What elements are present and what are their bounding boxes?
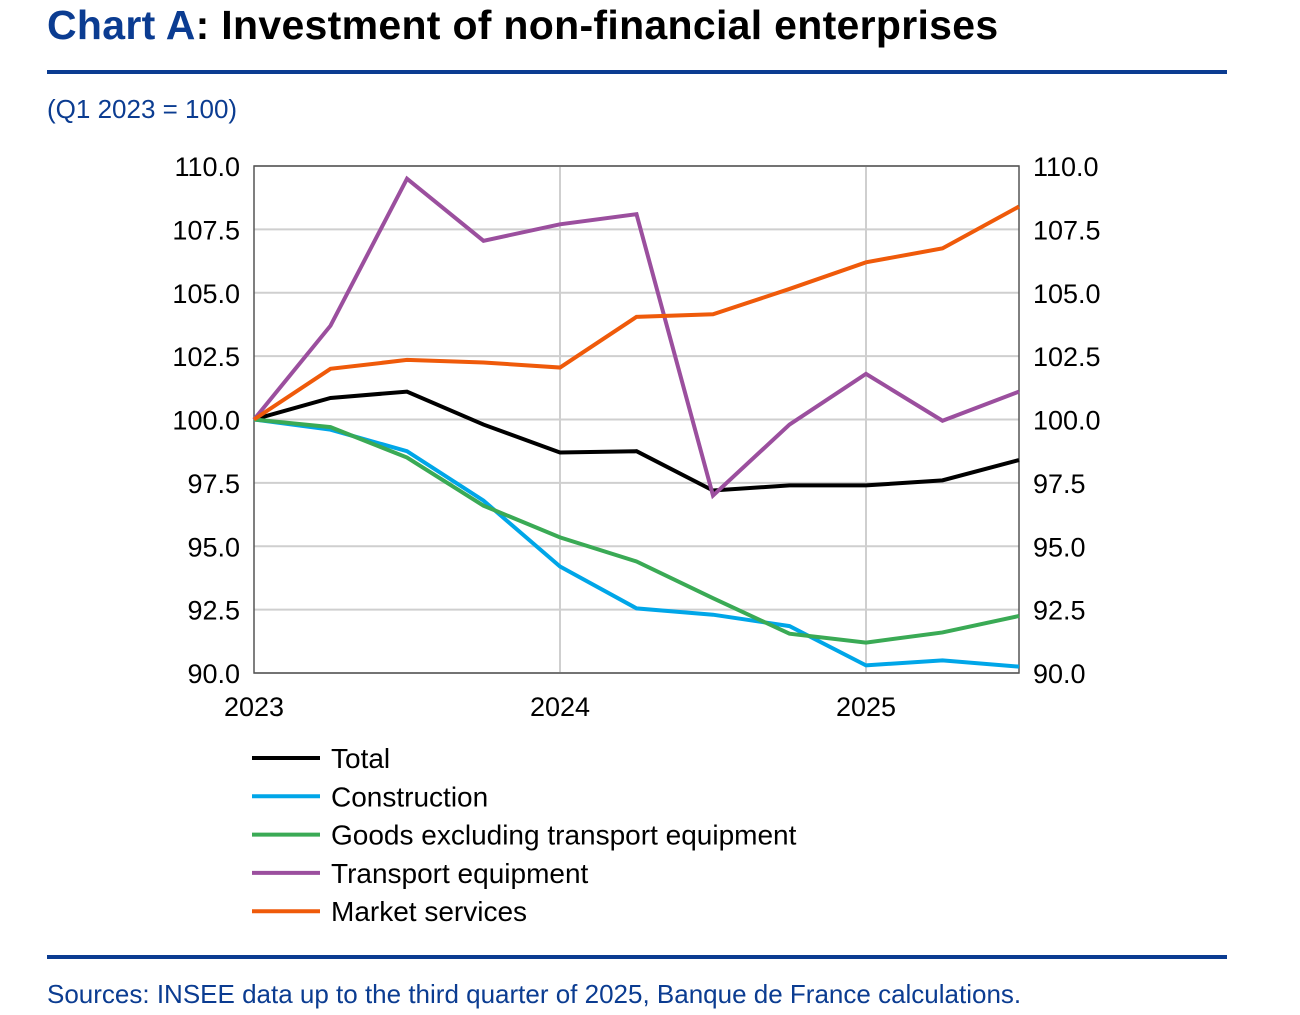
source-note: Sources: INSEE data up to the third quar…: [47, 979, 1022, 1009]
series-line-transport-equipment: [252, 175, 1020, 500]
y-tick-label-left: 107.5: [172, 215, 240, 245]
series-line-construction: [253, 417, 1020, 669]
y-tick-label-left: 105.0: [172, 279, 240, 309]
y-tick-label-right: 100.0: [1033, 406, 1101, 436]
y-tick-label-right: 110.0: [1033, 152, 1099, 182]
y-tick-label-right: 90.0: [1033, 659, 1086, 689]
y-tick-label-right: 107.5: [1033, 215, 1101, 245]
x-tick-label: 2023: [224, 692, 284, 722]
y-tick-label-right: 95.0: [1033, 532, 1086, 562]
chart-title-text: : Investment of non-financial enterprise…: [195, 2, 999, 48]
x-tick-label: 2024: [530, 692, 590, 722]
y-tick-label-left: 100.0: [172, 406, 240, 436]
series-line-total: [253, 389, 1020, 493]
y-tick-label-right: 102.5: [1033, 342, 1101, 372]
series-line-market-services: [252, 204, 1020, 422]
legend-label: Market services: [331, 896, 527, 927]
y-tick-label-right: 97.5: [1033, 469, 1086, 499]
legend-label: Total: [331, 743, 390, 774]
y-tick-label-left: 92.5: [187, 596, 240, 626]
chart-subtitle: (Q1 2023 = 100): [47, 94, 238, 124]
legend-label: Construction: [331, 781, 488, 812]
y-tick-label-right: 92.5: [1033, 596, 1086, 626]
y-tick-label-left: 97.5: [187, 469, 240, 499]
x-tick-label: 2025: [836, 692, 896, 722]
y-tick-label-left: 90.0: [187, 659, 240, 689]
series-line-goods-excluding-transport-equipment: [253, 417, 1020, 645]
chart-title: Chart A: Investment of non-financial ent…: [47, 2, 999, 49]
y-tick-label-left: 95.0: [187, 532, 240, 562]
legend-label: Transport equipment: [331, 858, 589, 889]
bottom-divider: [47, 955, 1227, 959]
legend-label: Goods excluding transport equipment: [331, 820, 797, 851]
top-divider: [47, 70, 1227, 74]
chart-title-prefix: Chart A: [47, 2, 196, 48]
y-tick-label-right: 105.0: [1033, 279, 1101, 309]
y-tick-label-left: 110.0: [174, 152, 240, 182]
y-tick-label-left: 102.5: [172, 342, 240, 372]
